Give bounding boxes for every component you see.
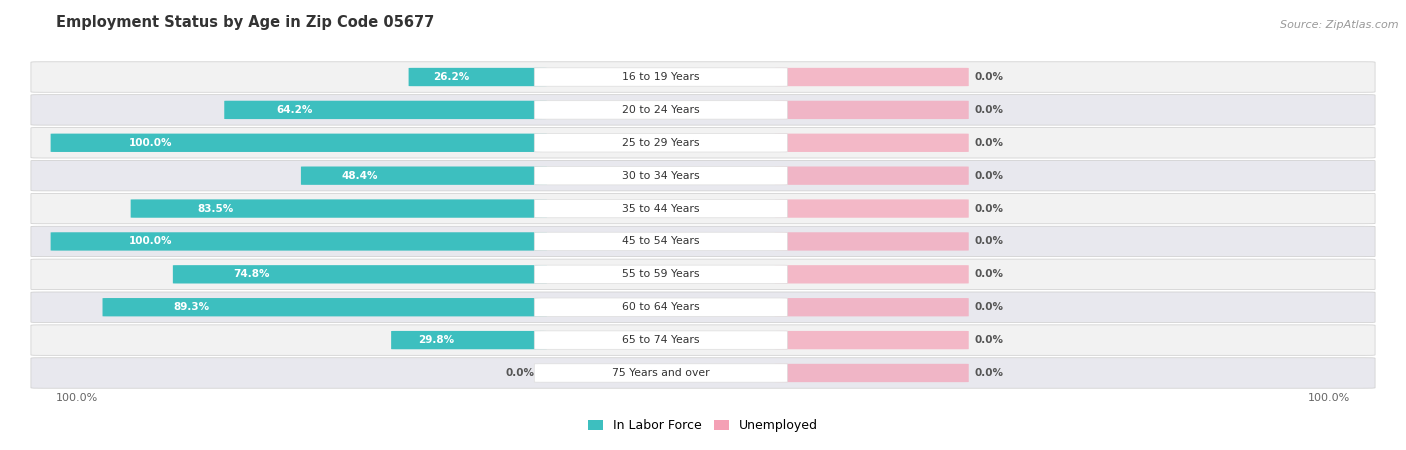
Text: 29.8%: 29.8% xyxy=(419,335,454,345)
Text: 89.3%: 89.3% xyxy=(173,302,209,312)
FancyBboxPatch shape xyxy=(31,325,1375,356)
FancyBboxPatch shape xyxy=(775,232,969,251)
FancyBboxPatch shape xyxy=(31,94,1375,125)
Text: 75 Years and over: 75 Years and over xyxy=(612,368,710,378)
FancyBboxPatch shape xyxy=(534,298,787,316)
FancyBboxPatch shape xyxy=(534,134,787,152)
Text: 65 to 74 Years: 65 to 74 Years xyxy=(621,335,700,345)
Text: 45 to 54 Years: 45 to 54 Years xyxy=(621,236,700,247)
FancyBboxPatch shape xyxy=(534,331,787,349)
FancyBboxPatch shape xyxy=(534,68,787,86)
Text: 0.0%: 0.0% xyxy=(974,72,1004,82)
Text: 100.0%: 100.0% xyxy=(129,138,173,148)
FancyBboxPatch shape xyxy=(173,265,547,284)
Text: 48.4%: 48.4% xyxy=(342,171,378,180)
FancyBboxPatch shape xyxy=(775,166,969,185)
Text: 64.2%: 64.2% xyxy=(277,105,314,115)
Text: 100.0%: 100.0% xyxy=(129,236,173,247)
FancyBboxPatch shape xyxy=(31,226,1375,256)
FancyBboxPatch shape xyxy=(31,259,1375,289)
FancyBboxPatch shape xyxy=(31,161,1375,191)
Text: 100.0%: 100.0% xyxy=(56,393,98,403)
FancyBboxPatch shape xyxy=(775,199,969,218)
FancyBboxPatch shape xyxy=(31,292,1375,323)
Text: 100.0%: 100.0% xyxy=(1308,393,1350,403)
FancyBboxPatch shape xyxy=(391,331,547,349)
Text: 60 to 64 Years: 60 to 64 Years xyxy=(621,302,700,312)
Text: 0.0%: 0.0% xyxy=(974,138,1004,148)
FancyBboxPatch shape xyxy=(51,232,547,251)
FancyBboxPatch shape xyxy=(225,101,547,119)
Text: 0.0%: 0.0% xyxy=(974,171,1004,180)
Text: Source: ZipAtlas.com: Source: ZipAtlas.com xyxy=(1281,20,1399,30)
FancyBboxPatch shape xyxy=(775,331,969,349)
FancyBboxPatch shape xyxy=(534,265,787,284)
FancyBboxPatch shape xyxy=(534,364,787,382)
FancyBboxPatch shape xyxy=(775,134,969,152)
FancyBboxPatch shape xyxy=(775,265,969,284)
Text: 0.0%: 0.0% xyxy=(974,335,1004,345)
FancyBboxPatch shape xyxy=(534,166,787,185)
Text: 20 to 24 Years: 20 to 24 Years xyxy=(621,105,700,115)
FancyBboxPatch shape xyxy=(775,298,969,316)
Text: 74.8%: 74.8% xyxy=(233,270,270,279)
Text: 0.0%: 0.0% xyxy=(974,236,1004,247)
FancyBboxPatch shape xyxy=(534,199,787,218)
Text: 30 to 34 Years: 30 to 34 Years xyxy=(621,171,700,180)
Text: Employment Status by Age in Zip Code 05677: Employment Status by Age in Zip Code 056… xyxy=(56,15,434,30)
Text: 0.0%: 0.0% xyxy=(974,203,1004,214)
Text: 16 to 19 Years: 16 to 19 Years xyxy=(621,72,700,82)
Text: 0.0%: 0.0% xyxy=(505,368,534,378)
FancyBboxPatch shape xyxy=(31,127,1375,158)
FancyBboxPatch shape xyxy=(775,101,969,119)
FancyBboxPatch shape xyxy=(31,62,1375,92)
FancyBboxPatch shape xyxy=(775,364,969,382)
FancyBboxPatch shape xyxy=(31,194,1375,224)
FancyBboxPatch shape xyxy=(534,232,787,251)
FancyBboxPatch shape xyxy=(775,68,969,86)
Text: 0.0%: 0.0% xyxy=(974,368,1004,378)
FancyBboxPatch shape xyxy=(103,298,547,316)
Text: 0.0%: 0.0% xyxy=(974,302,1004,312)
FancyBboxPatch shape xyxy=(409,68,547,86)
Text: 83.5%: 83.5% xyxy=(197,203,233,214)
Text: 35 to 44 Years: 35 to 44 Years xyxy=(621,203,700,214)
FancyBboxPatch shape xyxy=(131,199,547,218)
Legend: In Labor Force, Unemployed: In Labor Force, Unemployed xyxy=(583,414,823,437)
Text: 0.0%: 0.0% xyxy=(974,270,1004,279)
Text: 26.2%: 26.2% xyxy=(433,72,470,82)
Text: 55 to 59 Years: 55 to 59 Years xyxy=(621,270,700,279)
Text: 0.0%: 0.0% xyxy=(974,105,1004,115)
Text: 25 to 29 Years: 25 to 29 Years xyxy=(621,138,700,148)
FancyBboxPatch shape xyxy=(301,166,547,185)
FancyBboxPatch shape xyxy=(31,358,1375,388)
FancyBboxPatch shape xyxy=(534,101,787,119)
FancyBboxPatch shape xyxy=(51,134,547,152)
